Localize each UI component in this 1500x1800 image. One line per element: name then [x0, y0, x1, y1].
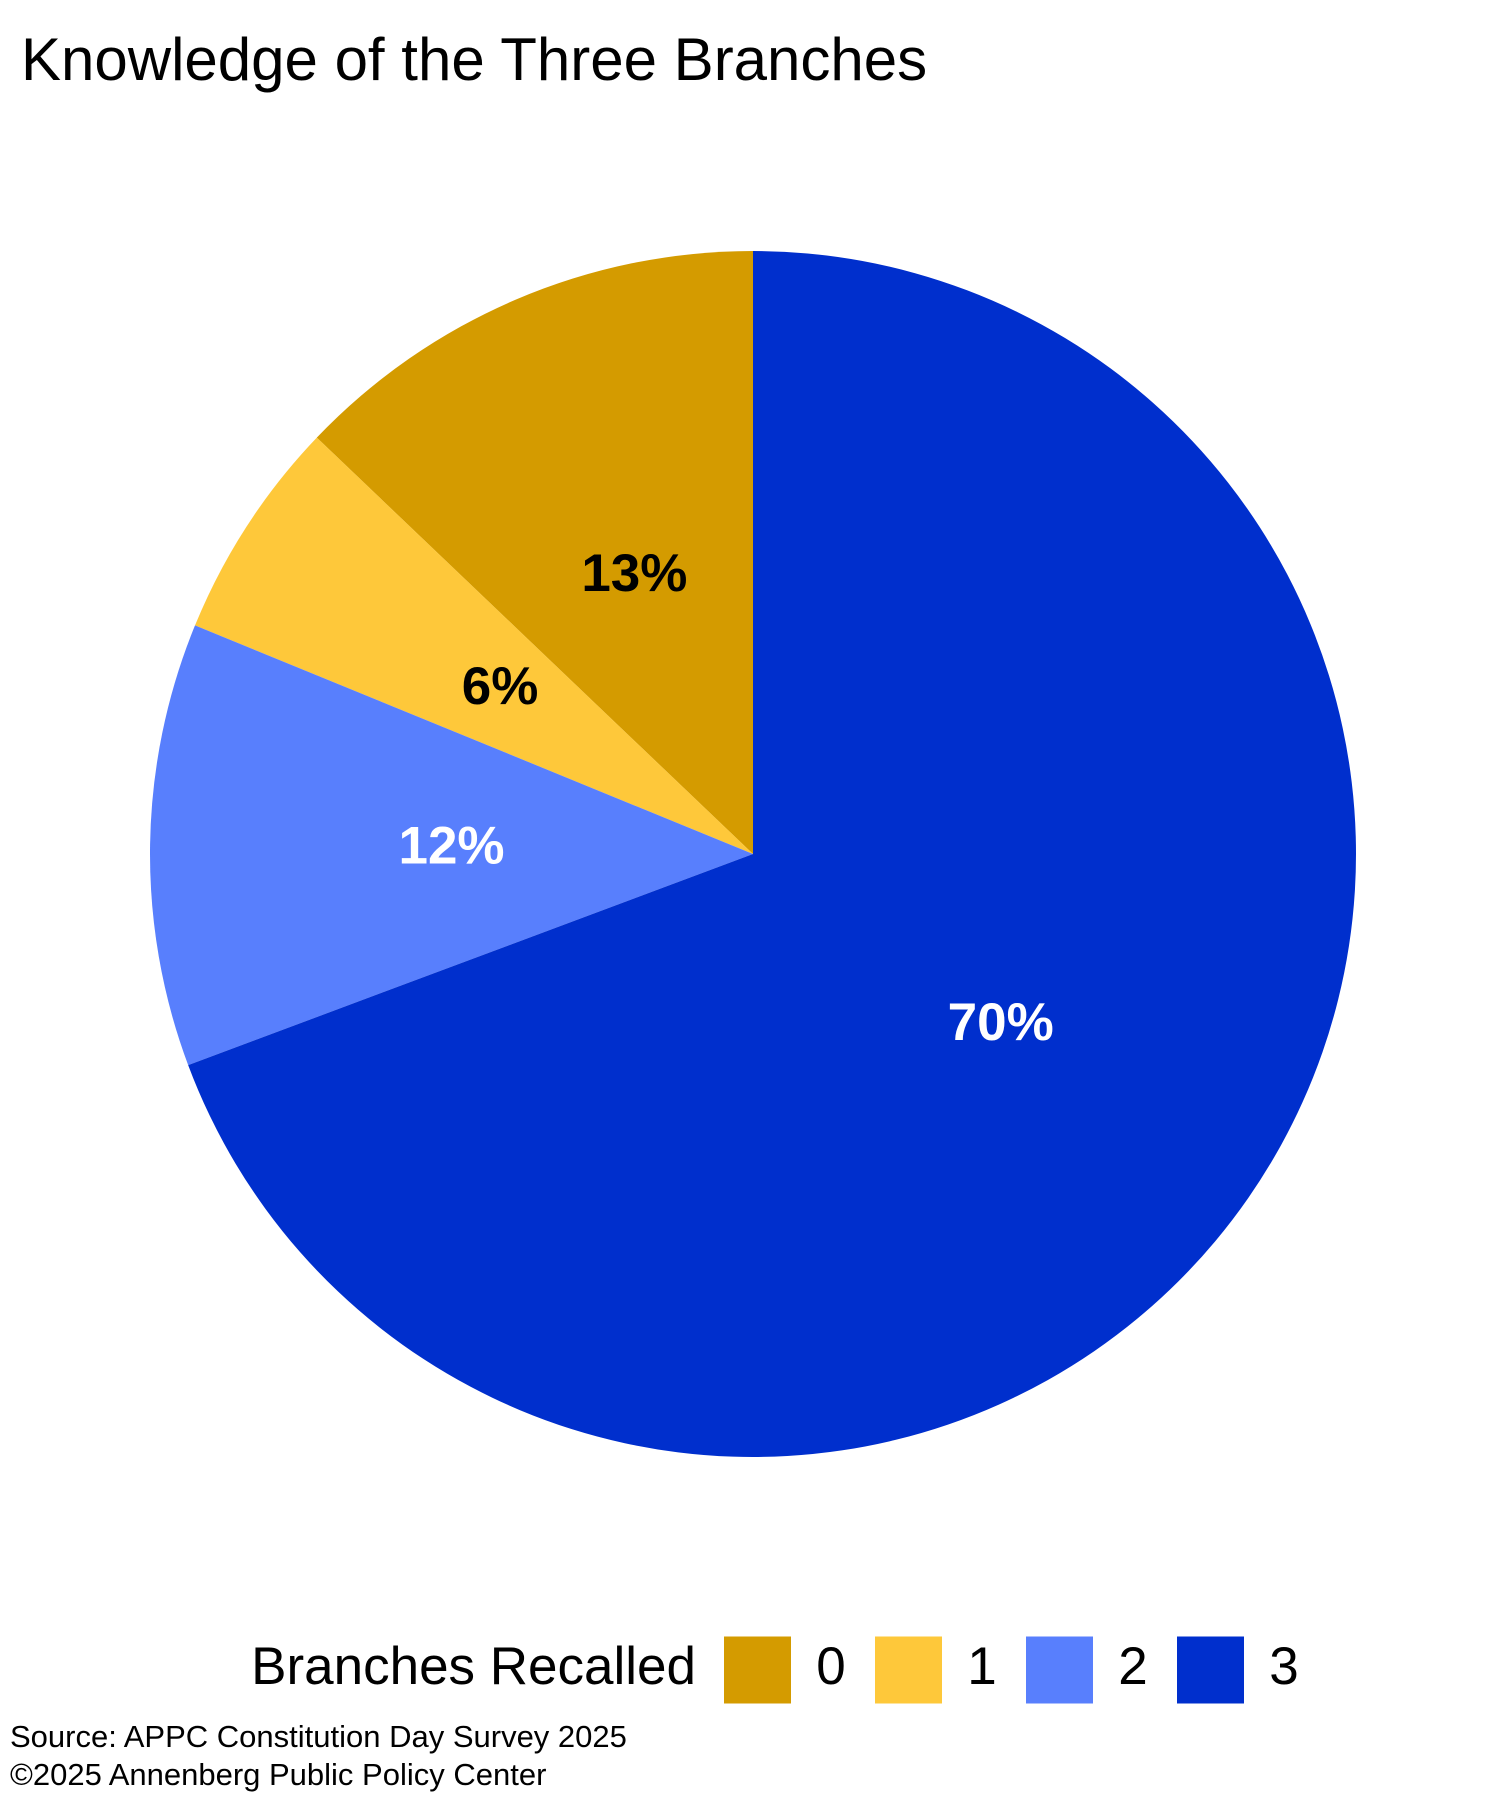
legend-swatch	[1177, 1636, 1244, 1704]
legend-title: Branches Recalled	[251, 1637, 696, 1696]
pie-slice	[188, 250, 1356, 1457]
chart-title: Knowledge of the Three Branches	[21, 26, 927, 93]
data-label: 12%	[398, 816, 504, 875]
data-label: 13%	[581, 544, 687, 603]
pie-slice	[316, 251, 753, 854]
pie-slice	[149, 625, 754, 1066]
legend-swatch	[724, 1636, 791, 1704]
legend-swatch	[875, 1636, 942, 1704]
legend-label: 2	[1118, 1637, 1147, 1696]
source: Source: APPC Constitution Day Survey 202…	[10, 1719, 627, 1754]
pie-slice	[195, 437, 754, 854]
legend-label: 3	[1269, 1637, 1298, 1696]
legend-swatch	[1026, 1636, 1093, 1704]
data-label: 70%	[948, 993, 1054, 1052]
legend-label: 1	[967, 1637, 996, 1696]
copyright: ©2025 Annenberg Public Policy Center	[10, 1757, 546, 1792]
legend-label: 0	[816, 1637, 845, 1696]
data-label: 6%	[462, 657, 539, 716]
